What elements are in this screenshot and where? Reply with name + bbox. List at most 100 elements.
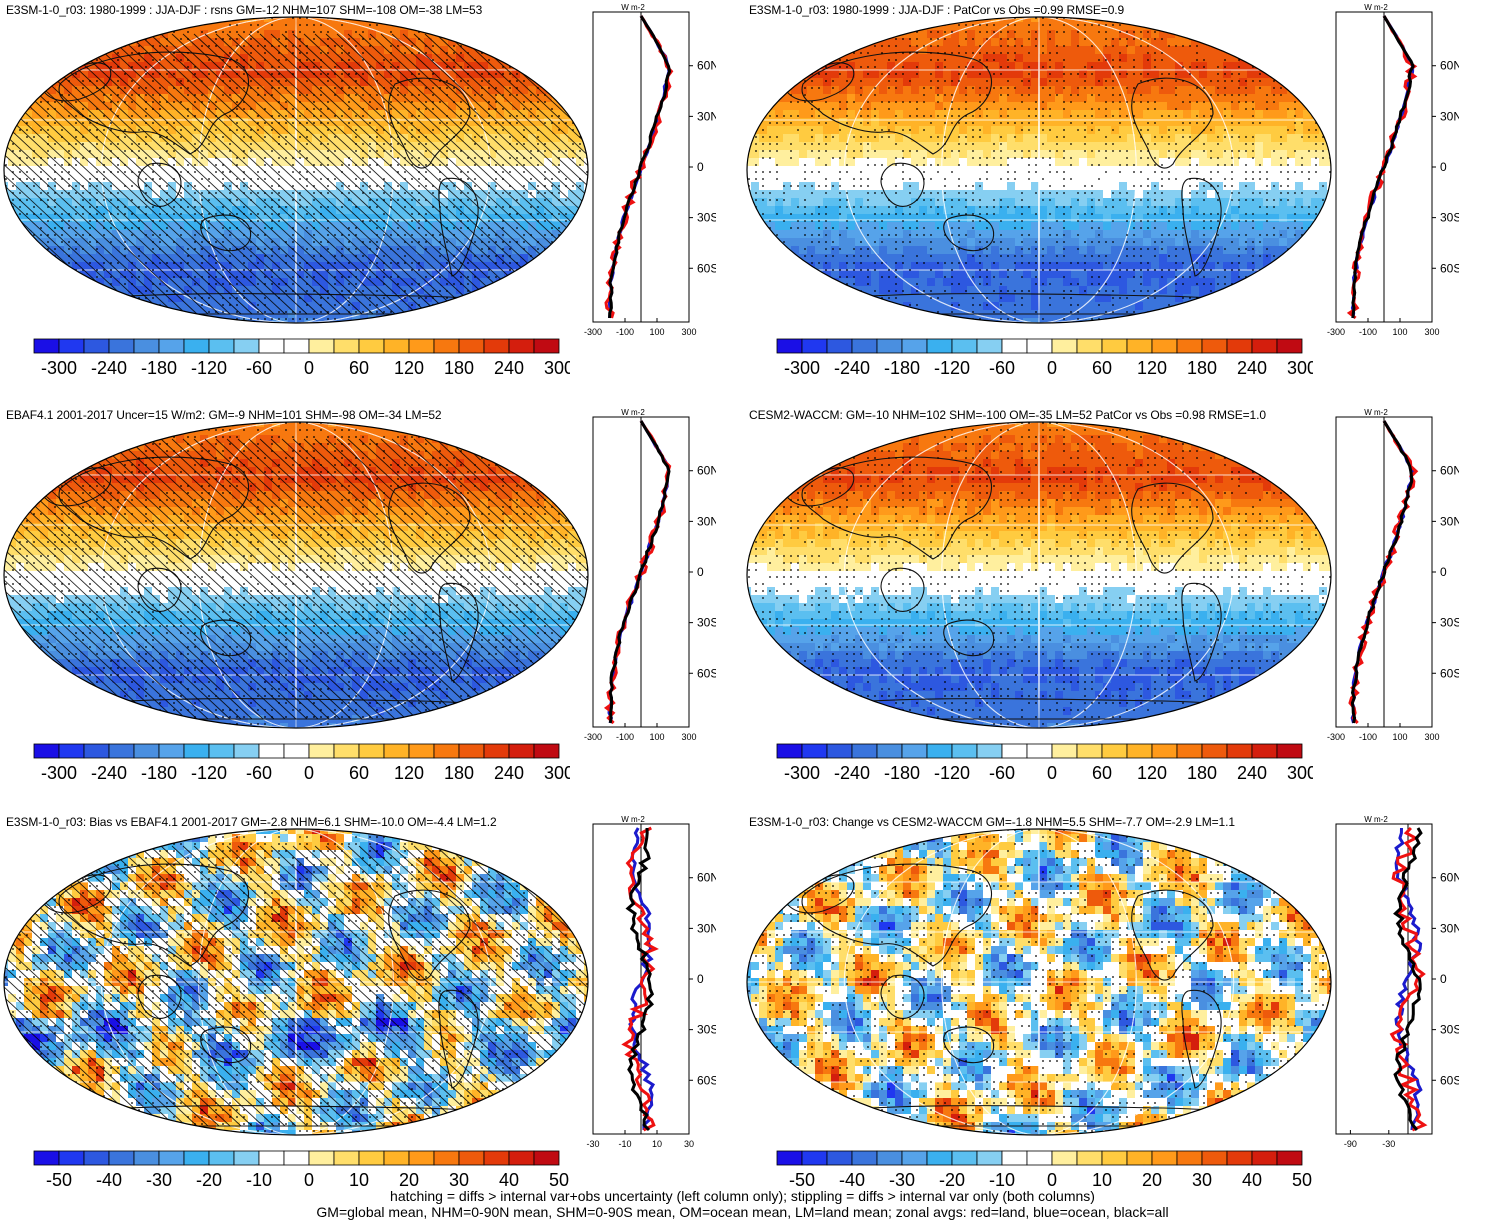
stipple-dot (572, 255, 574, 257)
stipple-dot (5, 283, 7, 285)
stipple-dot (82, 276, 84, 278)
map-cell (40, 294, 49, 303)
map-cell (416, 294, 425, 303)
stipple-dot (5, 234, 7, 236)
stipple-dot (348, 304, 350, 306)
map-cell (376, 174, 385, 183)
stipple-dot (19, 276, 21, 278)
map-cell (456, 62, 465, 71)
map-cell (160, 286, 169, 295)
stipple-dot (495, 87, 497, 89)
map-cell (192, 246, 201, 255)
map-cell (256, 214, 265, 223)
map-cell (368, 230, 377, 239)
stipple-dot (362, 59, 364, 61)
stipple-dot (425, 24, 427, 26)
stipple-dot (229, 276, 231, 278)
stipple-dot (439, 31, 441, 33)
stipple-dot (411, 80, 413, 82)
map-cell (200, 150, 209, 159)
map-cell (448, 246, 457, 255)
stipple-dot (572, 38, 574, 40)
stipple-dot (285, 206, 287, 208)
map-cell (560, 134, 569, 143)
map-cell (200, 46, 209, 55)
map-cell (56, 174, 65, 183)
stipple-dot (572, 234, 574, 236)
map-cell (560, 46, 569, 55)
stipple-dot (474, 38, 476, 40)
map-cell (152, 134, 161, 143)
map-cell (248, 30, 257, 39)
stipple-dot (572, 185, 574, 187)
map-cell (552, 22, 561, 31)
map-cell (144, 214, 153, 223)
stipple-dot (306, 59, 308, 61)
map-cell (304, 214, 313, 223)
map-cell (200, 302, 209, 311)
map-cell (200, 78, 209, 87)
map-cell (296, 270, 305, 279)
stipple-dot (61, 52, 63, 54)
map-cell (56, 302, 65, 311)
stipple-dot (418, 220, 420, 222)
map-cell (288, 230, 297, 239)
map-cell (344, 110, 353, 119)
stipple-dot (68, 150, 70, 152)
map-cell (432, 198, 441, 207)
stipple-dot (516, 199, 518, 201)
stipple-dot (467, 24, 469, 26)
stipple-dot (89, 115, 91, 117)
map-cell (56, 118, 65, 127)
map-cell (464, 86, 473, 95)
map-cell (64, 30, 73, 39)
map-cell (296, 222, 305, 231)
map-cell (176, 318, 185, 323)
map-cell (280, 222, 289, 231)
map-cell (216, 150, 225, 159)
stipple-dot (208, 297, 210, 299)
stipple-dot (222, 171, 224, 173)
map-cell (88, 70, 97, 79)
map-cell (384, 22, 393, 31)
stipple-dot (173, 17, 175, 19)
stipple-dot (551, 17, 553, 19)
map-cell (560, 222, 569, 231)
map-cell (560, 310, 569, 319)
stipple-dot (544, 213, 546, 215)
map-cell (520, 30, 529, 39)
map-cell (168, 206, 177, 215)
stipple-dot (523, 129, 525, 131)
stipple-dot (551, 269, 553, 271)
map-cell (88, 254, 97, 263)
map-cell (264, 30, 273, 39)
stipple-dot (460, 192, 462, 194)
map-cell (256, 86, 265, 95)
map-cell (4, 62, 9, 71)
stipple-dot (26, 255, 28, 257)
map-cell (56, 22, 65, 31)
stipple-dot (187, 108, 189, 110)
map-cell (352, 110, 361, 119)
stipple-dot (411, 115, 413, 117)
map-cell (152, 174, 161, 183)
map-cell (128, 30, 137, 39)
map-cell (208, 126, 217, 135)
map-cell (32, 270, 41, 279)
map-cell (464, 238, 473, 247)
stipple-dot (194, 73, 196, 75)
stipple-dot (313, 192, 315, 194)
map-cell (176, 286, 185, 295)
stipple-dot (243, 129, 245, 131)
map-cell (368, 118, 377, 127)
stipple-dot (166, 45, 168, 47)
stipple-dot (537, 311, 539, 313)
stipple-dot (19, 283, 21, 285)
map-cell (72, 22, 81, 31)
stipple-dot (75, 52, 77, 54)
stipple-dot (68, 185, 70, 187)
stipple-dot (453, 283, 455, 285)
map-cell (4, 158, 9, 167)
map-cell (128, 134, 137, 143)
stipple-dot (509, 94, 511, 96)
